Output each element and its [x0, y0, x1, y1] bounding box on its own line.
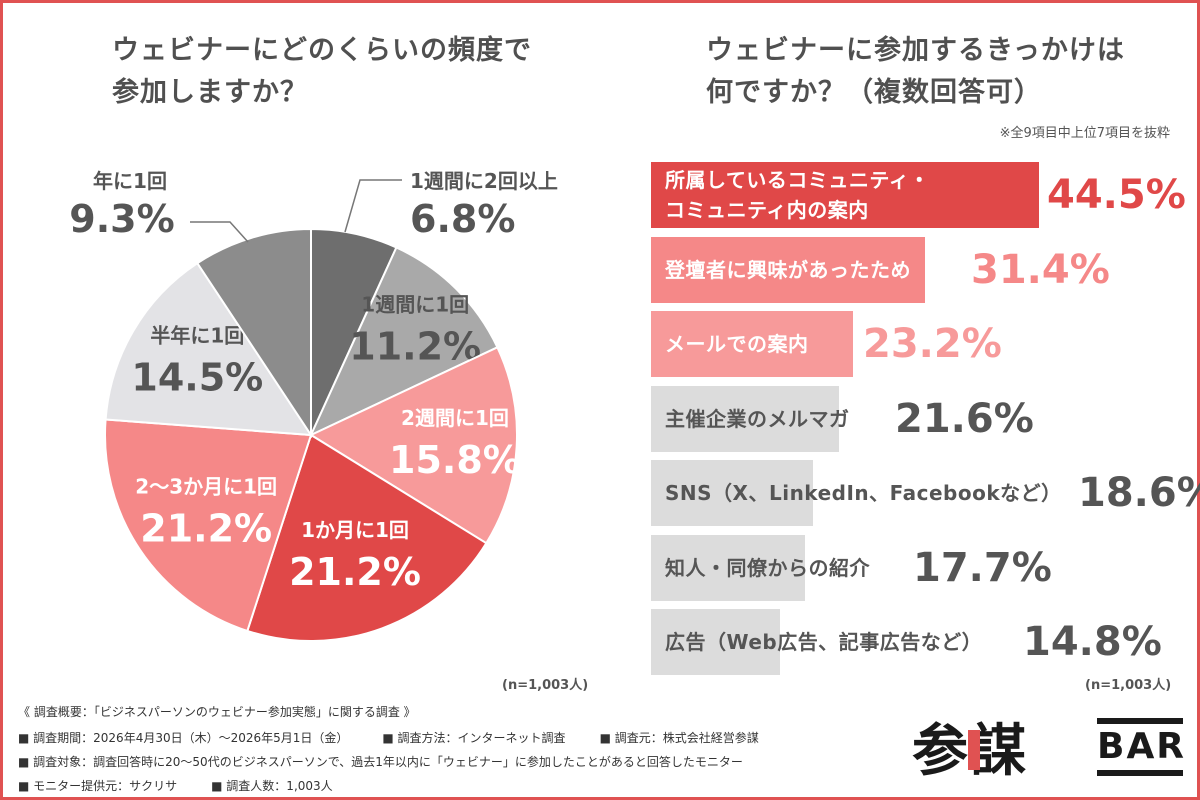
survey-count: ■ 調査人数：1,003人: [211, 779, 333, 793]
pie-slice-label: 年に1回: [93, 169, 167, 193]
bar-value: 14.8%: [1023, 619, 1162, 665]
bar-label: 主催企業のメルマガ: [665, 386, 850, 452]
bar-rect: [651, 162, 1039, 228]
bar-rect: [651, 385, 840, 452]
pie-slice-label: 1週間に2回以上: [410, 169, 558, 193]
pie-title-line-2: 参加しますか？: [112, 77, 308, 108]
bar-rect: [651, 534, 806, 601]
bar-value: 17.7%: [913, 544, 1052, 591]
pie-slice-label: 1か月に1回: [301, 518, 409, 542]
pie-slice-value: 14.5%: [131, 355, 263, 399]
pie-title-line-1: ウェビナーにどのくらいの頻度で: [112, 35, 532, 66]
pie-chart-title: ウェビナーにどのくらいの頻度で 参加しますか？: [112, 30, 532, 114]
bar-rect: [651, 311, 854, 377]
bar-rect: [651, 609, 781, 675]
bar-label: メールでの案内: [665, 311, 809, 377]
bar-label: SNS（X、LinkedIn、Facebookなど）: [665, 460, 1062, 526]
bar-label: 知人・同僚からの紹介: [665, 535, 870, 601]
pie-slice-label: 1週間に1回: [361, 292, 469, 316]
bar-label-line: コミュニティ内の案内: [665, 198, 869, 222]
pie-slice-value: 6.8%: [410, 197, 515, 241]
bar-label: 登壇者に興味があったため: [665, 237, 911, 303]
pie-slice: [195, 227, 312, 439]
bar-value: 31.4%: [971, 246, 1110, 293]
survey-heading: 《 調査概要：「ビジネスパーソンのウェビナー参加実態」に関する調査 》: [18, 705, 416, 719]
bar-rect: [651, 236, 925, 303]
bar-label-line: 主催企業のメルマガ: [665, 406, 850, 431]
survey-row-1: ■ 調査期間：2026年4月30日（木）〜2026年5月1日（金） ■ 調査方法：…: [18, 729, 793, 746]
bar-title-line-1: ウェビナーに参加するきっかけは: [706, 35, 1125, 66]
bar-label-line: SNS（X、LinkedIn、Facebookなど）: [665, 481, 1062, 505]
survey-target: ■ 調査対象：調査回答時に20〜50代のビジネスパーソンで、過去1年以内に「ウェ…: [18, 755, 743, 769]
bar-label-line: 所属しているコミュニティ・: [665, 168, 930, 192]
bar-title-line-2: 何ですか？（複数回答可）: [706, 77, 1042, 108]
pie-leader-line: [190, 221, 249, 243]
pie-slice-value: 11.2%: [349, 324, 481, 368]
pie-sample-size: (n=1,003人): [502, 678, 589, 693]
survey-period: ■ 調査期間：2026年4月30日（木）〜2026年5月1日（金）: [18, 731, 349, 745]
bar-label-line: メールでの案内: [665, 332, 809, 356]
pie-slice: [104, 261, 313, 437]
bar-sample-size: (n=1,003人): [1085, 678, 1172, 693]
pie-slice-value: 21.2%: [140, 507, 272, 551]
survey-source: ■ 調査元：株式会社経営参謀: [599, 731, 759, 745]
survey-method: ■ 調査方法：インターネット調査: [382, 731, 566, 745]
pie-slice-value: 15.8%: [389, 438, 521, 482]
bar-value: 23.2%: [863, 321, 1002, 367]
pie-chart: 1週間に2回以上 6.8% 1週間に1回 11.2% 2週間に1回 15.8% 1か月に1回…: [69, 169, 558, 642]
pie-slice: [246, 433, 488, 642]
pie-slice-value: 9.3%: [69, 197, 174, 241]
bar-value: 21.6%: [895, 395, 1034, 442]
bar-label-line: 登壇者に興味があったため: [665, 257, 911, 282]
bar-chart-title: ウェビナーに参加するきっかけは 何ですか？（複数回答可）: [706, 30, 1125, 114]
bar-label-line: 知人・同僚からの紹介: [665, 555, 870, 580]
bar-value: 18.6%: [1078, 470, 1200, 516]
bar-rect: [651, 460, 814, 526]
brand-logo-accent: [968, 730, 980, 770]
pie-slice-label: 2〜3か月に1回: [135, 475, 277, 499]
survey-monitor: ■ モニター提供元：サクリサ: [18, 779, 178, 793]
pie-slice: [308, 246, 499, 438]
pie-slice-label: 2週間に1回: [401, 406, 509, 430]
bar-label: 広告（Web広告、記事広告など）: [665, 609, 982, 675]
bar-label-line: 広告（Web広告、記事広告など）: [665, 630, 983, 654]
bar-value: 44.5%: [1047, 172, 1186, 218]
brand-logo-bar: BAR: [1097, 718, 1184, 776]
pie-slice-label: 半年に1回: [150, 323, 244, 347]
bar-chart-note: ※全9項目中上位7項目を抜粋: [999, 126, 1170, 141]
pie-slice-value: 21.2%: [289, 550, 421, 594]
pie-leader-line: [344, 179, 402, 233]
pie-slice: [308, 345, 518, 545]
pie-slice: [104, 418, 313, 633]
survey-row-3: ■ モニター提供元：サクリサ ■ 調査人数：1,003人: [18, 777, 367, 794]
bar-label: 所属しているコミュニティ・ コミュニティ内の案内: [665, 162, 930, 228]
